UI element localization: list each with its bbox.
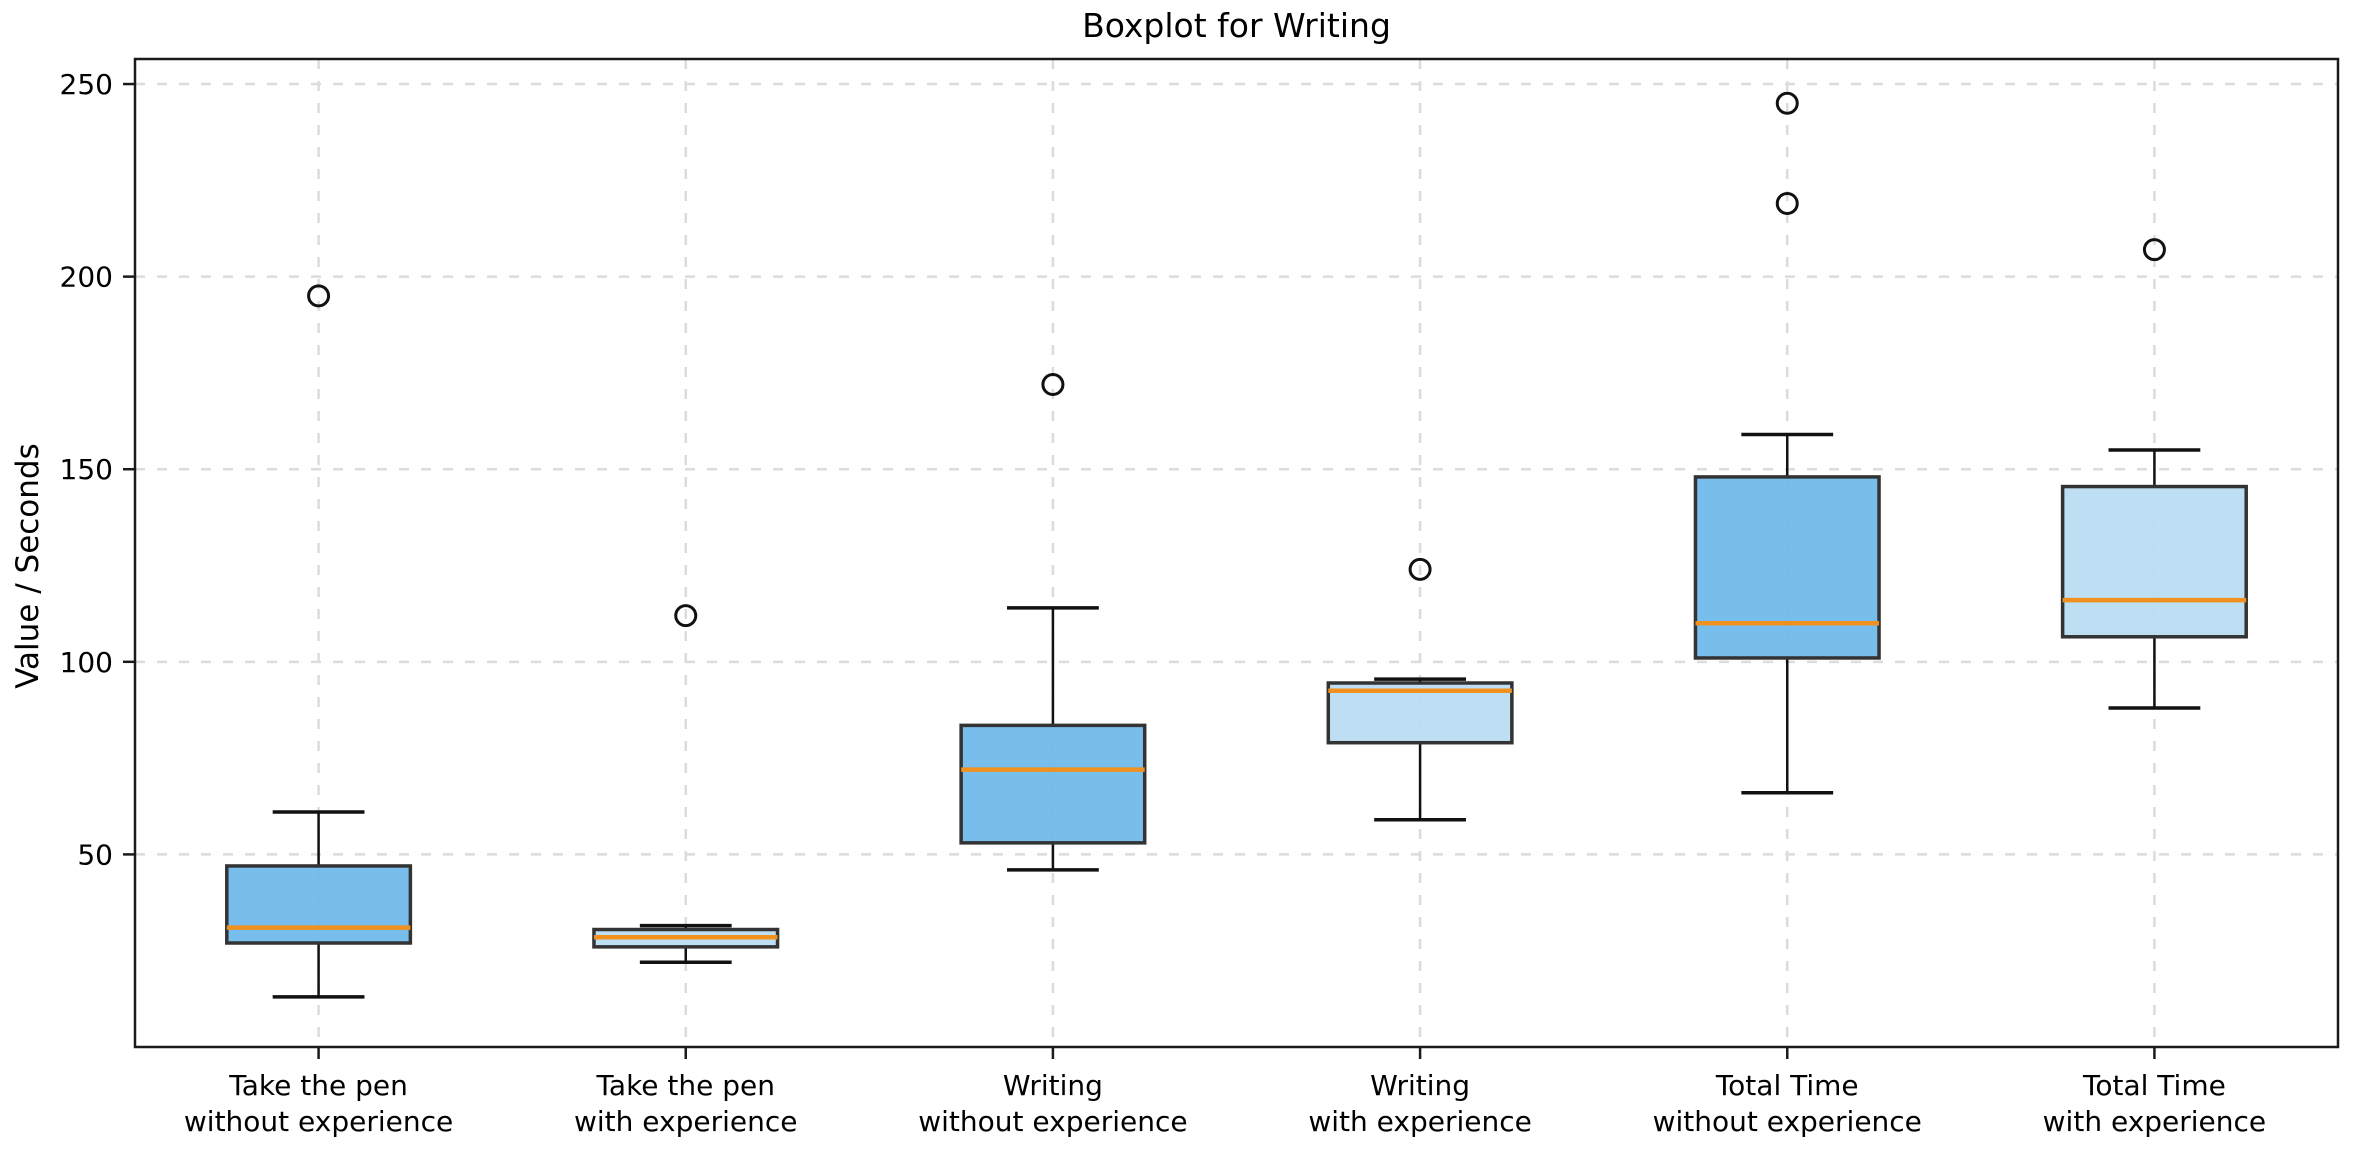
x-tick-label-line2: with experience bbox=[2043, 1105, 2267, 1138]
chart-title: Boxplot for Writing bbox=[1082, 6, 1391, 45]
iqr-box bbox=[2060, 484, 2248, 639]
outlier-marker bbox=[1041, 372, 1065, 396]
x-tick-label-line1: Writing bbox=[1370, 1069, 1470, 1102]
x-tick-label-line2: without experience bbox=[918, 1105, 1187, 1138]
boxplot-box-1 bbox=[225, 284, 413, 999]
y-tick-label: 250 bbox=[60, 68, 113, 101]
outlier-marker bbox=[1408, 557, 1432, 581]
iqr-box bbox=[959, 723, 1147, 845]
x-tick-label-line1: Writing bbox=[1003, 1069, 1103, 1102]
boxplot-box-3 bbox=[959, 372, 1147, 872]
iqr-box bbox=[1693, 475, 1881, 660]
x-tick-label-line2: without experience bbox=[184, 1105, 453, 1138]
x-tick-label-line1: Total Time bbox=[1715, 1069, 1859, 1102]
x-tick-label-line1: Take the pen bbox=[228, 1069, 408, 1102]
boxplot-box-4 bbox=[1326, 557, 1514, 822]
boxplot-box-2 bbox=[592, 604, 780, 965]
x-tick-label-line1: Total Time bbox=[2082, 1069, 2226, 1102]
outlier-marker bbox=[1775, 191, 1799, 215]
x-tick-label-line2: with experience bbox=[1308, 1105, 1532, 1138]
y-tick-label: 200 bbox=[60, 261, 113, 294]
boxplot-box-5 bbox=[1693, 91, 1881, 795]
x-tick-label-line2: with experience bbox=[574, 1105, 798, 1138]
x-tick-label-line2: without experience bbox=[1653, 1105, 1922, 1138]
iqr-box bbox=[225, 864, 413, 945]
axes-spine bbox=[133, 57, 2340, 1049]
outlier-marker bbox=[674, 604, 698, 628]
outlier-marker bbox=[1775, 91, 1799, 115]
y-tick-label: 100 bbox=[60, 646, 113, 679]
outlier-marker bbox=[2142, 238, 2166, 262]
outlier-marker bbox=[307, 284, 331, 308]
y-tick-label: 150 bbox=[60, 453, 113, 486]
boxplot-box-6 bbox=[2060, 238, 2248, 710]
x-tick-label-line1: Take the pen bbox=[595, 1069, 775, 1102]
y-tick-label: 50 bbox=[77, 838, 113, 871]
